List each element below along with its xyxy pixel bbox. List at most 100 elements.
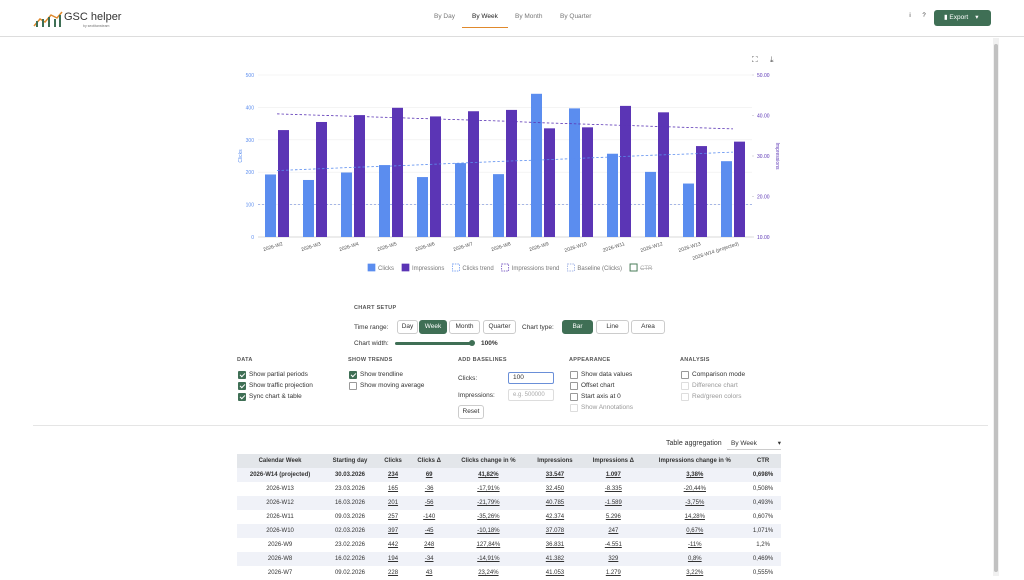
table-cell[interactable]: -17,91% [477,486,500,492]
type-button[interactable]: Line [596,320,629,334]
table-cell[interactable]: 1.097 [582,468,645,482]
table-cell[interactable]: 248 [424,542,435,548]
table-cell: 2026-W12 [237,496,324,510]
table-cell[interactable]: 228 [388,570,399,576]
checkbox[interactable] [238,382,246,390]
slider-thumb[interactable] [469,340,475,346]
table-row: 2026-W14 (projected) 30.03.2026 234 69 41,82… [237,468,781,482]
impressions-input[interactable]: e.g. 500000 [508,389,554,401]
table-cell[interactable]: 36.831 [545,542,565,548]
table-cell[interactable]: 23,24% [478,570,499,576]
table-cell[interactable]: -45 [409,524,450,538]
table-cell[interactable]: 37.078 [527,524,583,538]
aggregation-select[interactable]: By Week ▾ [727,438,781,450]
time-button[interactable]: Week [419,320,447,334]
table-cell[interactable]: 33.547 [527,468,583,482]
table-cell[interactable]: 165 [388,486,399,492]
x-tick-label: 2026-W2 [262,241,283,253]
logo[interactable]: GSC helper [64,11,122,23]
y-tick-label: 100 [246,203,255,209]
table-cell[interactable]: -14,91% [449,552,528,566]
table-cell[interactable]: -8.335 [604,486,622,492]
column-header: Clicks [376,454,410,468]
checkbox[interactable] [349,371,357,379]
checkbox[interactable] [349,382,357,390]
table-cell[interactable]: 41,82% [449,468,528,482]
table-cell[interactable]: -3,75% [644,496,746,510]
table-cell[interactable]: -36 [424,486,434,492]
export-button[interactable]: ▮ Export ▾ [934,10,991,26]
y2-tick-label: 40.00 [757,114,770,120]
table-row: 2026-W10 02.03.2026 397 -45 -10,18% 37.078 247… [237,524,781,538]
tab[interactable]: By Quarter [560,13,592,20]
table-cell[interactable]: 14,28% [684,514,705,520]
table-row: 2026-W13 23.03.2026 165 -36 -17,91% 32.450 -8.… [237,482,781,496]
checkbox [681,382,689,390]
table-cell[interactable]: -10,18% [449,524,528,538]
table-cell[interactable]: 234 [376,468,410,482]
table-cell[interactable]: -140 [423,514,436,520]
tab[interactable]: By Month [515,13,543,20]
table-cell[interactable]: 1.279 [605,570,621,576]
table-cell[interactable]: -1.589 [582,496,645,510]
table-cell[interactable]: 3,22% [686,570,704,576]
table-cell[interactable]: 3,38% [644,468,746,482]
table-cell[interactable]: -34 [409,552,450,566]
checkbox[interactable] [570,393,578,401]
reset-button[interactable]: Reset [458,405,484,419]
table-cell: 30.03.2026 [323,468,377,482]
table-cell[interactable]: -56 [409,496,450,510]
table-cell[interactable]: 257 [388,514,399,520]
table-cell[interactable]: 40.785 [527,496,583,510]
y2-axis-title: Impressions [774,143,780,170]
bar [696,146,707,237]
width-slider[interactable] [395,342,473,345]
y2-tick-label: 50.00 [757,73,770,79]
table-cell[interactable]: 0,67% [644,524,746,538]
type-button[interactable]: Bar [562,320,593,334]
table-cell[interactable]: -20,44% [683,486,706,492]
table-cell[interactable]: 127,84% [476,542,501,548]
help-button[interactable]: ? [922,13,926,19]
table-cell[interactable]: 43 [425,570,433,576]
aggregation-label: Table aggregation [666,440,722,447]
table-cell[interactable]: 194 [376,552,410,566]
info-button[interactable]: i [909,13,911,19]
table-cell[interactable]: 41.382 [527,552,583,566]
checkbox[interactable] [570,382,578,390]
table-cell[interactable]: -11% [688,542,702,548]
table-cell[interactable]: 247 [582,524,645,538]
table-cell: 1,071% [745,524,781,538]
bar [417,177,428,237]
table-cell[interactable]: 69 [409,468,450,482]
download-icon[interactable]: ⤓ [770,55,774,64]
table-cell[interactable]: 5.296 [605,514,621,520]
time-button[interactable]: Month [449,320,480,334]
tab[interactable]: By Week [462,13,508,28]
clicks-input[interactable]: 100 [508,372,554,384]
fullscreen-icon[interactable]: ⛶ [752,55,758,64]
table-cell[interactable]: 0,8% [644,552,746,566]
table-cell[interactable]: 41.053 [545,570,565,576]
checkbox[interactable] [238,371,246,379]
scrollbar[interactable] [993,38,999,576]
time-button[interactable]: Quarter [483,320,516,334]
table-cell[interactable]: -4.551 [604,542,622,548]
table-cell[interactable]: 42.374 [545,514,565,520]
table-cell[interactable]: 442 [388,542,399,548]
time-button[interactable]: Day [397,320,418,334]
checkbox[interactable] [570,371,578,379]
bar [265,174,276,237]
table-cell[interactable]: 201 [376,496,410,510]
table-cell[interactable]: 329 [582,552,645,566]
table-cell[interactable]: -21,79% [449,496,528,510]
legend-swatch [451,263,460,272]
tab[interactable]: By Day [434,13,455,20]
table-cell[interactable]: -35,26% [477,514,500,520]
checkbox[interactable] [238,393,246,401]
table-cell[interactable]: 397 [376,524,410,538]
checkbox[interactable] [681,371,689,379]
table-cell[interactable]: 32.450 [545,486,565,492]
type-button[interactable]: Area [631,320,665,334]
